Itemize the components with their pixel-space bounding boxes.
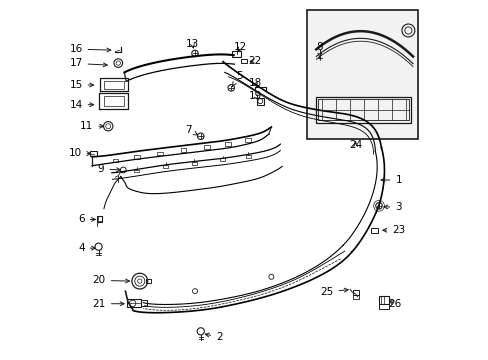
Text: 11: 11: [80, 121, 103, 131]
Text: 8: 8: [316, 42, 323, 58]
Bar: [112, 159, 118, 162]
Text: 13: 13: [185, 40, 199, 49]
Text: 1: 1: [380, 175, 401, 185]
Text: 24: 24: [348, 140, 362, 150]
Text: 20: 20: [93, 275, 129, 285]
Text: 19: 19: [248, 91, 262, 101]
Text: 14: 14: [69, 100, 93, 110]
Bar: [104, 81, 123, 89]
Bar: [244, 138, 250, 142]
Bar: [134, 170, 139, 172]
Bar: [352, 291, 359, 295]
Bar: [180, 148, 186, 152]
Bar: [140, 301, 147, 306]
Bar: [191, 162, 196, 165]
Bar: [220, 158, 225, 161]
Bar: [157, 152, 163, 155]
Text: 2: 2: [205, 332, 222, 342]
Text: 10: 10: [68, 148, 91, 158]
Text: 17: 17: [69, 58, 107, 68]
Text: 18: 18: [248, 78, 262, 88]
Bar: [370, 228, 377, 233]
Text: 25: 25: [320, 287, 347, 297]
Bar: [378, 296, 388, 304]
Text: 9: 9: [98, 164, 120, 174]
Bar: [316, 97, 410, 123]
Text: 5: 5: [232, 71, 242, 86]
Bar: [89, 151, 97, 156]
Text: 21: 21: [92, 299, 124, 309]
Bar: [352, 296, 359, 299]
Bar: [378, 304, 388, 309]
Text: 3: 3: [383, 202, 401, 212]
Text: 15: 15: [69, 80, 93, 90]
Bar: [145, 279, 151, 283]
Bar: [104, 96, 123, 107]
Text: 16: 16: [69, 44, 111, 54]
Text: 26: 26: [387, 299, 401, 309]
Text: 7: 7: [185, 125, 197, 135]
Bar: [203, 145, 209, 149]
Bar: [163, 165, 168, 168]
Bar: [257, 98, 264, 105]
Text: 12: 12: [234, 42, 247, 52]
Bar: [225, 142, 231, 145]
Bar: [126, 300, 140, 307]
Bar: [231, 51, 240, 57]
Bar: [245, 155, 250, 158]
Text: 23: 23: [382, 225, 405, 235]
Bar: [317, 99, 408, 120]
Bar: [241, 59, 247, 63]
Bar: [98, 216, 102, 221]
Bar: [306, 10, 418, 139]
Text: 6: 6: [78, 215, 95, 224]
Bar: [97, 216, 102, 222]
Text: 4: 4: [78, 243, 95, 253]
Text: 22: 22: [248, 56, 262, 66]
Bar: [134, 155, 140, 159]
